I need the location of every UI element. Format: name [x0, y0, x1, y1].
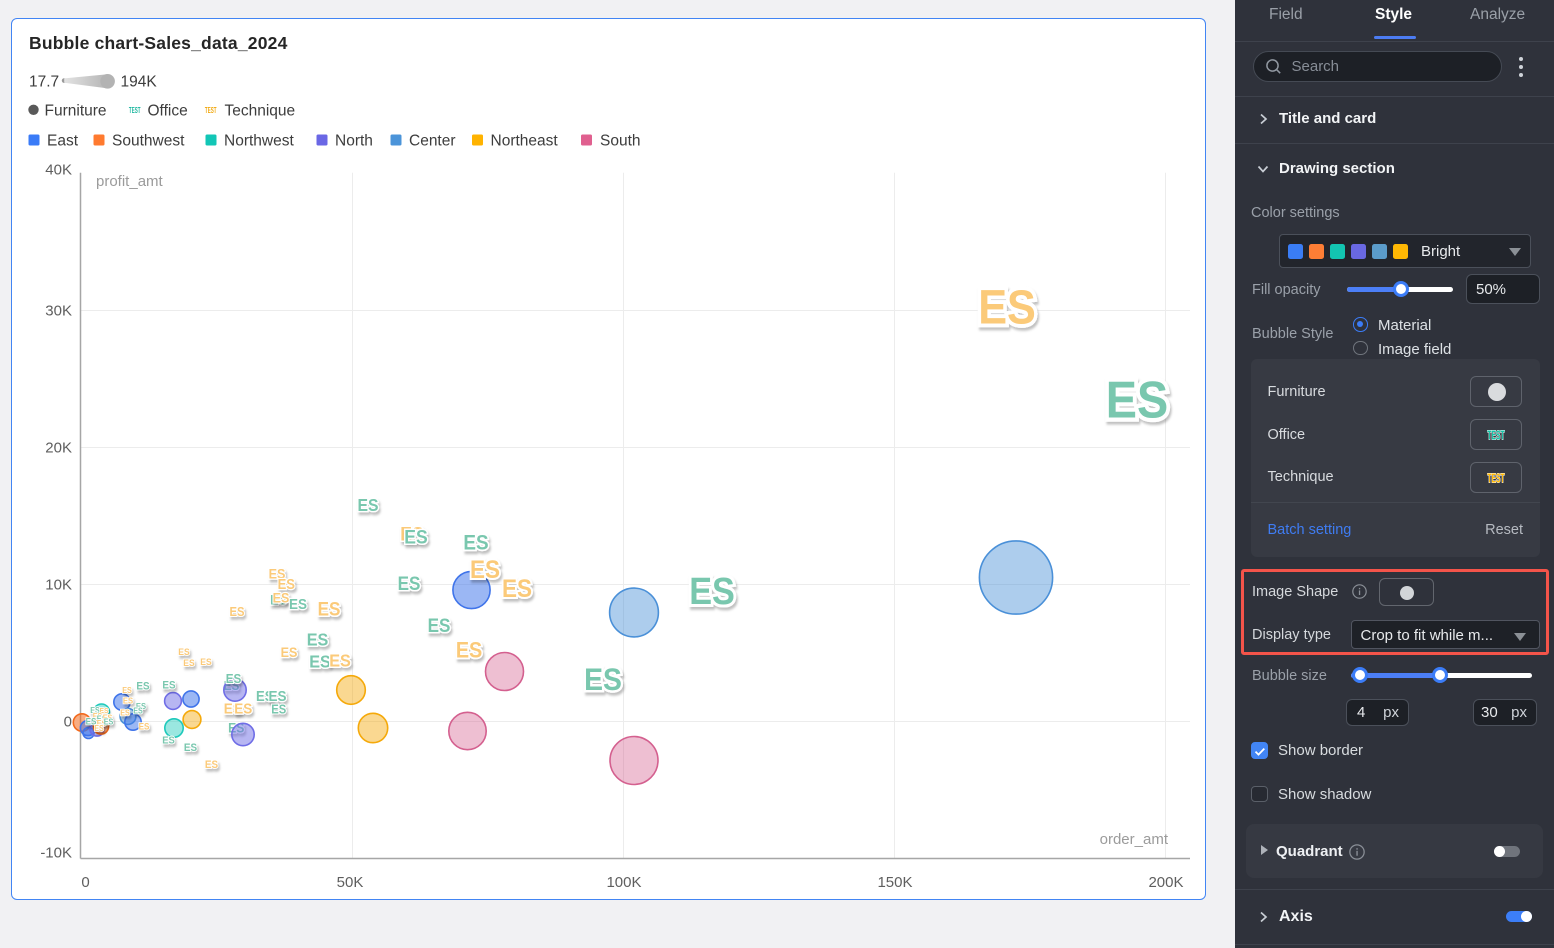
svg-text:ES: ES: [97, 719, 107, 728]
svg-text:ES: ES: [456, 638, 482, 662]
svg-text:ES: ES: [120, 708, 130, 717]
svg-text:ES: ES: [226, 672, 242, 687]
svg-text:ES: ES: [90, 706, 100, 715]
svg-text:ES: ES: [234, 701, 252, 718]
svg-text:100K: 100K: [606, 874, 641, 891]
svg-text:ES: ES: [205, 760, 218, 772]
svg-text:ES: ES: [270, 592, 287, 608]
svg-text:ES: ES: [86, 716, 97, 727]
svg-text:Northwest: Northwest: [224, 133, 294, 150]
svg-text:ES: ES: [289, 597, 307, 614]
svg-text:194K: 194K: [121, 74, 158, 91]
svg-text:ES: ES: [200, 657, 211, 668]
svg-text:ES: ES: [224, 701, 242, 718]
svg-text:ES: ES: [133, 706, 143, 715]
svg-text:200K: 200K: [1148, 874, 1183, 891]
svg-text:ES: ES: [99, 707, 108, 715]
svg-text:ES: ES: [184, 743, 197, 755]
svg-text:ES: ES: [278, 576, 295, 592]
svg-text:TEST: TEST: [205, 107, 217, 116]
svg-text:South: South: [600, 133, 641, 150]
svg-text:ES: ES: [463, 531, 488, 554]
svg-text:ES: ES: [256, 689, 273, 705]
svg-text:50K: 50K: [337, 874, 364, 891]
svg-text:ES: ES: [273, 590, 290, 606]
svg-text:ES: ES: [398, 573, 421, 594]
svg-text:ES: ES: [281, 645, 298, 661]
svg-text:20K: 20K: [45, 440, 72, 457]
svg-text:ES: ES: [428, 615, 451, 636]
svg-text:ES: ES: [400, 523, 423, 545]
svg-text:ES: ES: [309, 652, 331, 672]
svg-text:profit_amt: profit_amt: [96, 173, 164, 190]
svg-text:ES: ES: [123, 696, 134, 705]
svg-text:Technique: Technique: [225, 103, 296, 120]
svg-text:ES: ES: [162, 735, 175, 747]
svg-text:30K: 30K: [45, 303, 72, 320]
svg-text:Office: Office: [148, 103, 188, 120]
svg-text:ES: ES: [104, 717, 114, 726]
svg-text:40K: 40K: [45, 162, 72, 179]
svg-text:ES: ES: [1106, 371, 1168, 429]
svg-text:0: 0: [64, 714, 72, 731]
svg-text:East: East: [47, 133, 79, 150]
svg-text:ES: ES: [93, 712, 103, 721]
svg-text:ES: ES: [139, 721, 150, 732]
svg-text:ES: ES: [230, 605, 245, 620]
svg-text:ES: ES: [136, 702, 147, 711]
svg-text:Center: Center: [409, 133, 456, 150]
svg-text:ES: ES: [584, 663, 622, 698]
svg-text:ES: ES: [122, 686, 132, 695]
svg-text:ES: ES: [689, 569, 735, 612]
svg-text:ES: ES: [136, 681, 149, 693]
svg-text:ES: ES: [318, 598, 341, 619]
svg-text:ES: ES: [470, 556, 500, 584]
svg-text:ES: ES: [978, 280, 1036, 334]
svg-text:order_amt: order_amt: [1100, 831, 1169, 848]
svg-text:-10K: -10K: [40, 845, 72, 862]
svg-text:ES: ES: [162, 680, 175, 692]
svg-text:TEST: TEST: [1487, 473, 1505, 487]
svg-text:ES: ES: [307, 630, 329, 650]
svg-text:TEST: TEST: [1487, 430, 1505, 444]
svg-text:ES: ES: [269, 689, 287, 706]
svg-text:ES: ES: [94, 724, 104, 733]
svg-text:Furniture: Furniture: [45, 103, 107, 120]
svg-text:North: North: [335, 133, 373, 150]
svg-text:ES: ES: [178, 647, 189, 658]
svg-text:Southwest: Southwest: [112, 133, 185, 150]
svg-text:0: 0: [81, 874, 89, 891]
svg-text:10K: 10K: [45, 577, 72, 594]
svg-text:Northeast: Northeast: [491, 133, 559, 150]
svg-text:ES: ES: [103, 713, 113, 722]
svg-text:150K: 150K: [877, 874, 912, 891]
svg-text:ES: ES: [329, 651, 351, 671]
svg-text:ES: ES: [183, 658, 194, 669]
svg-text:ES: ES: [97, 714, 107, 723]
svg-text:ES: ES: [502, 575, 532, 603]
svg-text:TEST: TEST: [129, 107, 141, 116]
svg-text:17.7: 17.7: [29, 74, 59, 91]
svg-text:ES: ES: [271, 702, 286, 717]
svg-text:ES: ES: [358, 495, 379, 515]
svg-text:ES: ES: [404, 526, 427, 548]
svg-text:ES: ES: [269, 566, 286, 582]
